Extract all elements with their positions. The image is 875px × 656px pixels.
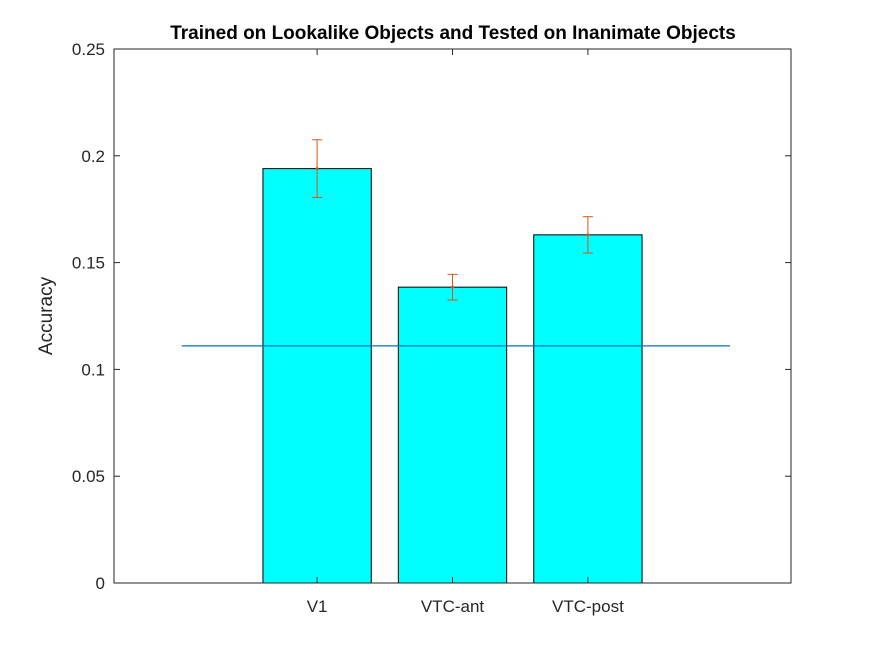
x-tick-label: V1 xyxy=(307,597,328,616)
y-tick-label: 0.1 xyxy=(81,360,105,379)
x-tick-label: VTC-ant xyxy=(421,597,485,616)
error-bars-group xyxy=(312,139,593,301)
error-center-point xyxy=(586,233,590,237)
error-bar-v1 xyxy=(312,139,323,198)
bar-vtc-ant xyxy=(397,286,508,584)
y-ticks-group: 0 0.05 0.1 0.15 0.2 0.25 xyxy=(72,40,791,593)
y-tick-label: 0.2 xyxy=(81,147,105,166)
y-tick-label: 0 xyxy=(96,574,105,593)
error-bar-vtc-ant xyxy=(447,273,458,301)
y-tick-label: 0.25 xyxy=(72,40,105,59)
error-bar-vtc-post xyxy=(582,216,593,254)
bar-vtc-post xyxy=(533,234,643,584)
x-tick-label: VTC-post xyxy=(552,597,624,616)
x-ticks-group: V1 VTC-ant VTC-post xyxy=(307,49,624,616)
y-tick-label: 0.05 xyxy=(72,467,105,486)
chart-title: Trained on Lookalike Objects and Tested … xyxy=(170,23,736,44)
error-center-point xyxy=(451,285,454,289)
error-center-point xyxy=(315,167,319,171)
y-axis-label: Accuracy xyxy=(36,276,57,355)
bar-v1 xyxy=(262,168,372,584)
y-tick-label: 0.15 xyxy=(72,254,105,273)
bars-group xyxy=(262,168,643,584)
